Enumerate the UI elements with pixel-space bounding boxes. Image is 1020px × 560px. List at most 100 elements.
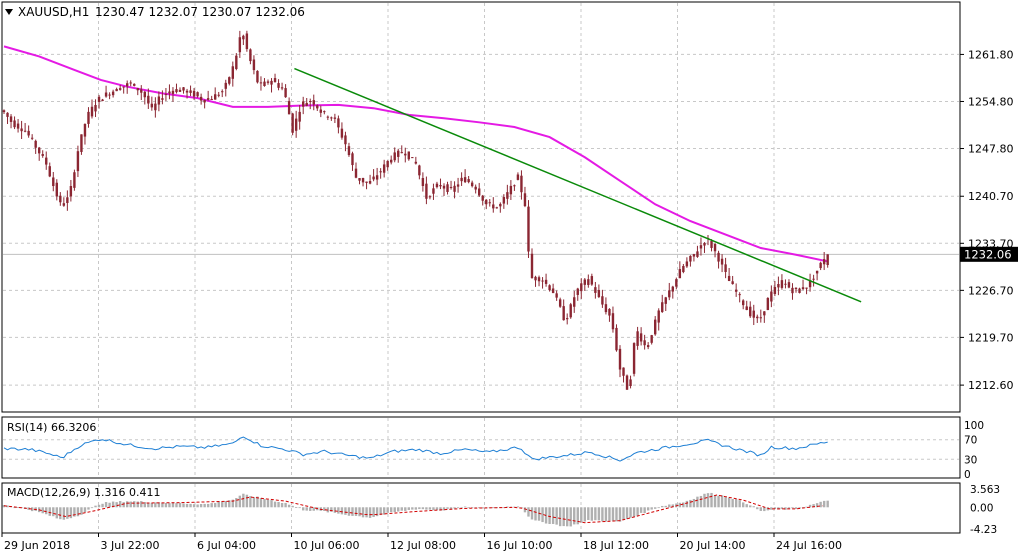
- x-tick-label: 10 Jul 06:00: [294, 539, 360, 552]
- macd-histogram-bar: [400, 507, 403, 511]
- dropdown-triangle-icon[interactable]: [5, 9, 13, 15]
- macd-histogram-bar: [699, 495, 703, 508]
- candle-body: [196, 92, 199, 97]
- candle-body: [467, 179, 470, 183]
- candle-body: [478, 188, 481, 196]
- macd-histogram-bar: [115, 502, 118, 508]
- candle-body: [164, 94, 168, 96]
- candle-body: [97, 96, 101, 102]
- macd-histogram-bar: [815, 503, 819, 508]
- rsi-pane[interactable]: [1, 416, 961, 479]
- y-tick-label: 1226.70: [968, 284, 1014, 297]
- macd-histogram-bar: [13, 507, 16, 509]
- macd-histogram-bar: [573, 507, 576, 525]
- macd-histogram-bar: [467, 507, 470, 509]
- macd-histogram-bar: [365, 507, 368, 518]
- macd-histogram-bar: [706, 493, 710, 508]
- macd-histogram-bar: [558, 507, 562, 527]
- macd-histogram-bar: [784, 507, 787, 510]
- macd-layer: [2, 492, 829, 527]
- candle-body: [449, 186, 453, 188]
- candle-body: [745, 306, 748, 311]
- macd-histogram-bar: [608, 507, 611, 521]
- macd-histogram-bar: [164, 502, 168, 508]
- macd-histogram-bar: [576, 507, 579, 525]
- macd-histogram-bar: [372, 507, 375, 518]
- macd-histogram-bar: [245, 494, 249, 508]
- candle-body: [59, 195, 62, 203]
- candle-body: [13, 120, 16, 128]
- candle-body: [221, 91, 224, 93]
- macd-histogram-bar: [537, 507, 541, 521]
- candle-body: [583, 279, 586, 285]
- macd-histogram-bar: [752, 506, 755, 508]
- macd-histogram-bar: [703, 493, 706, 508]
- macd-histogram-bar: [587, 507, 590, 520]
- candle-body: [668, 290, 671, 298]
- candle-body: [590, 276, 594, 285]
- macd-histogram-bar: [94, 505, 97, 508]
- macd-histogram-bar: [432, 507, 435, 511]
- x-tick-label: 12 Jul 08:00: [390, 539, 456, 552]
- macd-histogram-bar: [720, 495, 724, 508]
- candle-body: [206, 98, 210, 100]
- candle-body: [520, 175, 523, 193]
- macd-histogram-bar: [439, 507, 442, 511]
- candle-body: [646, 345, 650, 348]
- y-tick-label: 1254.80: [968, 95, 1014, 108]
- macd-histogram-bar: [527, 507, 530, 517]
- candle-body: [126, 83, 129, 87]
- candle-body: [566, 318, 569, 320]
- rsi-title: RSI(14) 66.3206: [7, 421, 96, 434]
- candle-body: [287, 101, 291, 115]
- candle-body: [171, 90, 175, 94]
- y-axis: 1261.801254.801247.801240.701233.701226.…: [960, 48, 1014, 536]
- candle-body: [203, 100, 206, 103]
- macd-histogram-bar: [126, 501, 129, 508]
- macd-histogram-bar: [386, 507, 389, 513]
- macd-title: MACD(12,26,9) 1.316 0.411: [7, 486, 161, 499]
- candle-body: [122, 86, 125, 88]
- candle-body: [192, 90, 196, 97]
- candle-body: [812, 278, 815, 280]
- candle-body: [238, 37, 242, 53]
- candle-body: [713, 244, 717, 252]
- candle-body: [756, 316, 759, 319]
- macd-histogram-bar: [678, 502, 682, 508]
- candle-body: [456, 184, 460, 187]
- macd-histogram-bar: [446, 507, 449, 509]
- candle-body: [249, 49, 252, 62]
- candle-body: [87, 111, 90, 124]
- candle-body: [699, 245, 703, 249]
- candle-body: [502, 197, 506, 204]
- candle-body: [819, 262, 822, 269]
- macd-histogram-bar: [291, 505, 294, 508]
- candle-body: [689, 255, 692, 262]
- candle-body: [277, 83, 280, 88]
- candle-body: [20, 128, 23, 132]
- macd-histogram-bar: [787, 507, 791, 509]
- candle-body: [696, 251, 699, 257]
- candle-body: [199, 96, 203, 101]
- candle-body: [470, 182, 474, 187]
- y-tick-label: 1240.70: [968, 190, 1014, 203]
- rsi-tick-30: 30: [964, 454, 977, 466]
- candle-body: [569, 304, 572, 318]
- macd-histogram-bar: [52, 507, 55, 517]
- x-tick-label: 16 Jul 10:00: [487, 539, 553, 552]
- candle-body: [161, 98, 164, 100]
- macd-histogram-bar: [330, 507, 333, 512]
- candle-body: [727, 275, 731, 281]
- macd-histogram-bar: [798, 507, 801, 509]
- macd-histogram-bar: [182, 503, 185, 508]
- macd-histogram-bar: [805, 506, 808, 508]
- macd-histogram-bar: [59, 507, 62, 520]
- macd-tick-max: 3.563: [970, 484, 1000, 496]
- candle-body: [372, 176, 375, 180]
- candle-body: [580, 283, 583, 292]
- macd-histogram-bar: [108, 502, 111, 508]
- price-pane[interactable]: [1, 1, 961, 413]
- candle-body: [48, 166, 51, 177]
- rsi-tick-100: 100: [964, 420, 984, 432]
